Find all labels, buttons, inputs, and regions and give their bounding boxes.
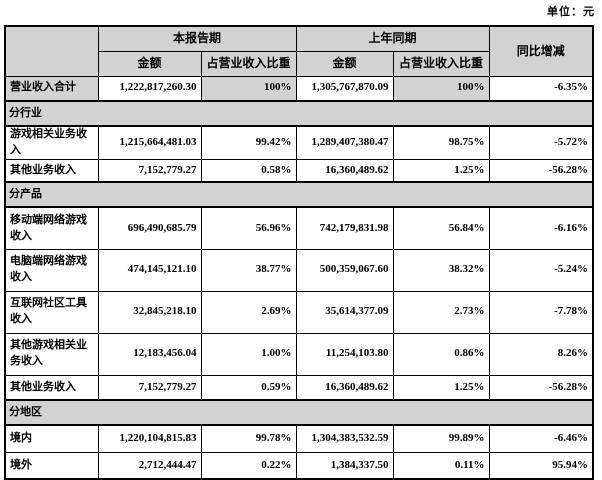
table-row-total-revenue: 营业收入合计 1,222,817,260.30 100% 1,305,767,8… [4, 75, 594, 102]
table-row-mobile-game-revenue: 移动端网络游戏收入 696,490,685.79 56.96% 742,179,… [4, 206, 594, 250]
row-label: 其他游戏相关业务收入 [4, 332, 99, 376]
yoy-cell: -5.72% [488, 125, 594, 160]
section-row-by-industry: 分行业 [4, 100, 594, 127]
row-label: 营业收入合计 [4, 75, 99, 102]
yoy-cell: -56.28% [488, 374, 594, 401]
yoy-cell: 8.26% [488, 332, 594, 376]
prior-amount-header: 金额 [295, 50, 394, 77]
current-share-header: 占营业收入比重 [200, 50, 297, 77]
current-period-header: 本报告期 [97, 25, 297, 52]
current-share-cell: 0.59% [200, 374, 297, 401]
prior-amount-cell: 1,305,767,870.09 [295, 75, 394, 102]
prior-share-cell: 0.11% [392, 451, 490, 480]
current-amount-cell: 7,152,779.27 [97, 158, 202, 183]
prior-amount-cell: 742,179,831.98 [295, 206, 394, 250]
current-amount-cell: 474,145,121.10 [97, 248, 202, 292]
section-row-by-product: 分产品 [4, 181, 594, 209]
current-amount-cell: 1,215,664,481.03 [97, 125, 202, 160]
yoy-cell: -7.78% [488, 290, 594, 334]
section-label: 分地区 [4, 399, 594, 427]
current-share-cell: 2.69% [200, 290, 297, 334]
yoy-header: 同比增减 [488, 25, 594, 77]
row-label: 其他业务收入 [4, 158, 99, 183]
row-label: 互联网社区工具收入 [4, 290, 99, 334]
table-row-other-business-revenue-product: 其他业务收入 7,152,779.27 0.59% 16,360,489.62 … [4, 374, 594, 401]
current-share-cell: 99.42% [200, 125, 297, 160]
header-row-measures: 金额 占营业收入比重 金额 占营业收入比重 [5, 50, 593, 77]
row-label: 游戏相关业务收入 [4, 125, 99, 160]
current-share-cell: 56.96% [200, 206, 297, 250]
yoy-cell: -6.46% [488, 424, 594, 453]
row-label: 境内 [4, 424, 99, 453]
table-row-game-related-revenue: 游戏相关业务收入 1,215,664,481.03 99.42% 1,289,4… [4, 125, 594, 160]
current-amount-cell: 1,222,817,260.30 [97, 75, 202, 102]
prior-share-cell: 0.86% [392, 332, 490, 376]
prior-share-cell: 2.73% [392, 290, 490, 334]
current-amount-cell: 696,490,685.79 [97, 206, 202, 250]
yoy-cell: -5.24% [488, 248, 594, 292]
current-share-cell: 0.22% [200, 451, 297, 480]
prior-amount-cell: 500,359,067.60 [295, 248, 394, 292]
prior-share-cell: 1.25% [392, 374, 490, 401]
revenue-breakdown-table: 本报告期 上年同期 同比增减 金额 占营业收入比重 金额 占营业收入比重 营业收… [4, 25, 595, 480]
row-label: 其他业务收入 [4, 374, 99, 401]
prior-amount-cell: 11,254,103.80 [295, 332, 394, 376]
row-label: 境外 [4, 451, 99, 480]
yoy-cell: -6.35% [488, 75, 594, 102]
prior-period-header: 上年同期 [295, 25, 490, 52]
current-amount-cell: 2,712,444.47 [97, 451, 202, 480]
yoy-cell: 95.94% [488, 451, 594, 480]
section-row-by-region: 分地区 [4, 399, 594, 427]
prior-amount-cell: 16,360,489.62 [295, 374, 394, 401]
current-share-cell: 38.77% [200, 248, 297, 292]
section-label: 分行业 [4, 100, 594, 127]
prior-share-cell: 100% [392, 75, 490, 102]
table-row-other-business-revenue-industry: 其他业务收入 7,152,779.27 0.58% 16,360,489.62 … [4, 158, 594, 183]
corner-cell [4, 25, 99, 77]
row-label: 移动端网络游戏收入 [4, 206, 99, 250]
prior-amount-cell: 35,614,377.09 [295, 290, 394, 334]
row-label: 电脑端网络游戏收入 [4, 248, 99, 292]
table-row-pc-game-revenue: 电脑端网络游戏收入 474,145,121.10 38.77% 500,359,… [4, 248, 594, 292]
current-amount-cell: 7,152,779.27 [97, 374, 202, 401]
table-row-overseas: 境外 2,712,444.47 0.22% 1,384,337.50 0.11%… [4, 451, 594, 480]
yoy-cell: -56.28% [488, 158, 594, 183]
header-row-periods: 本报告期 上年同期 同比增减 [4, 25, 594, 77]
table-row-other-game-related-revenue: 其他游戏相关业务收入 12,183,456.04 1.00% 11,254,10… [4, 332, 594, 376]
table-row-domestic: 境内 1,220,104,815.83 99.78% 1,304,383,532… [4, 424, 594, 453]
prior-amount-cell: 1,384,337.50 [295, 451, 394, 480]
prior-amount-cell: 1,304,383,532.59 [295, 424, 394, 453]
prior-share-cell: 99.89% [392, 424, 490, 453]
table-row-internet-community-tool-revenue: 互联网社区工具收入 32,845,218.10 2.69% 35,614,377… [4, 290, 594, 334]
current-share-cell: 99.78% [200, 424, 297, 453]
current-share-cell: 0.58% [200, 158, 297, 183]
prior-share-cell: 98.75% [392, 125, 490, 160]
unit-label: 单位：元 [547, 6, 595, 18]
current-amount-header: 金额 [97, 50, 202, 77]
current-share-cell: 100% [200, 75, 297, 102]
current-share-cell: 1.00% [200, 332, 297, 376]
current-amount-cell: 12,183,456.04 [97, 332, 202, 376]
current-amount-cell: 32,845,218.10 [97, 290, 202, 334]
yoy-cell: -6.16% [488, 206, 594, 250]
prior-amount-cell: 1,289,407,380.47 [295, 125, 394, 160]
current-amount-cell: 1,220,104,815.83 [97, 424, 202, 453]
prior-amount-cell: 16,360,489.62 [295, 158, 394, 183]
prior-share-header: 占营业收入比重 [392, 50, 490, 77]
prior-share-cell: 38.32% [392, 248, 490, 292]
section-label: 分产品 [4, 181, 594, 209]
prior-share-cell: 56.84% [392, 206, 490, 250]
prior-share-cell: 1.25% [392, 158, 490, 183]
